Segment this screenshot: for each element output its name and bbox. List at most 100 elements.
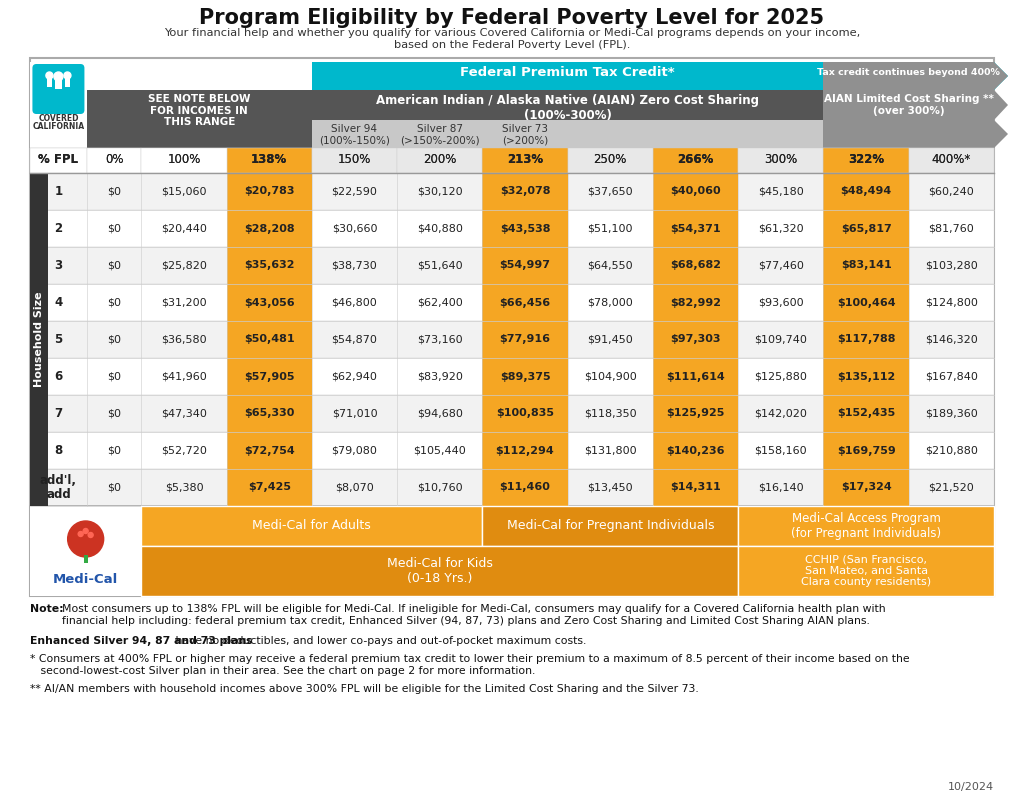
Text: 200%: 200% [423,153,457,166]
Text: 150%: 150% [338,153,371,166]
Bar [312,90,823,120]
Bar [823,148,908,173]
Text: $52,720: $52,720 [161,445,207,456]
Text: $25,820: $25,820 [161,261,207,270]
Bar [30,358,994,395]
Bar [30,395,994,432]
Text: 3: 3 [54,259,62,272]
Text: Federal Premium Tax Credit*: Federal Premium Tax Credit* [461,66,675,79]
Text: $72,754: $72,754 [244,445,295,456]
Bar [567,120,653,148]
Text: $117,788: $117,788 [837,334,895,345]
Text: $100,464: $100,464 [837,298,895,307]
Text: $28,208: $28,208 [244,224,295,233]
FancyBboxPatch shape [33,64,84,114]
Text: have no deductibles, and lower co-pays and out-of-pocket maximum costs.: have no deductibles, and lower co-pays a… [172,636,587,646]
Text: 213%: 213% [507,153,543,166]
Text: Medi-Cal for Kids
(0-18 Yrs.): Medi-Cal for Kids (0-18 Yrs.) [387,557,493,585]
Text: 400%*: 400%* [932,153,971,166]
Bar [30,247,994,284]
Bar [84,555,88,563]
Bar [141,506,482,545]
Text: $43,056: $43,056 [244,298,295,307]
Bar [738,148,823,173]
Text: $0: $0 [108,445,121,456]
Text: 100%: 100% [167,153,201,166]
Text: $64,550: $64,550 [588,261,633,270]
Bar [482,173,567,531]
Text: $31,200: $31,200 [161,298,207,307]
Text: $30,120: $30,120 [417,187,463,196]
Text: Medi-Cal for Pregnant Individuals: Medi-Cal for Pregnant Individuals [507,520,714,533]
Bar [30,148,87,173]
Text: $46,800: $46,800 [332,298,378,307]
Bar [226,148,312,173]
Text: ** AI/AN members with household incomes above 300% FPL will be eligible for the : ** AI/AN members with household incomes … [30,684,698,694]
Text: $142,020: $142,020 [755,408,807,419]
Text: $125,880: $125,880 [755,371,807,382]
Bar [653,148,738,173]
Text: $100,835: $100,835 [496,408,554,419]
Text: $77,460: $77,460 [758,261,804,270]
Text: Program Eligibility by Federal Poverty Level for 2025: Program Eligibility by Federal Poverty L… [200,8,824,28]
Bar [823,173,908,531]
Text: $167,840: $167,840 [925,371,978,382]
Text: $5,380: $5,380 [165,483,204,492]
Bar [30,432,994,469]
Text: 322%: 322% [848,153,884,166]
Bar [30,173,48,506]
Text: $71,010: $71,010 [332,408,377,419]
Bar [141,545,738,596]
Bar [65,78,71,87]
Text: SEE NOTE BELOW
FOR INCOMES IN
THIS RANGE: SEE NOTE BELOW FOR INCOMES IN THIS RANGE [148,94,251,128]
Text: American Indian / Alaska Native (AIAN) Zero Cost Sharing
(100%-300%): American Indian / Alaska Native (AIAN) Z… [376,94,759,122]
Text: 266%: 266% [677,153,714,166]
Text: $14,311: $14,311 [670,483,721,492]
Text: $93,600: $93,600 [758,298,804,307]
Text: CALIFORNIA: CALIFORNIA [33,122,85,131]
Text: $169,759: $169,759 [837,445,895,456]
Circle shape [54,72,62,81]
Polygon shape [994,120,1008,148]
Bar [30,506,994,596]
Bar [653,148,738,173]
Text: $131,800: $131,800 [584,445,637,456]
Text: $13,450: $13,450 [588,483,633,492]
Text: $189,360: $189,360 [925,408,978,419]
Bar [30,62,312,90]
Text: $51,640: $51,640 [417,261,463,270]
Text: $210,880: $210,880 [925,445,978,456]
Circle shape [46,72,53,79]
Bar [738,148,823,173]
Circle shape [63,72,71,79]
Text: add'l,
add: add'l, add [40,473,77,501]
Text: $79,080: $79,080 [332,445,378,456]
Text: $135,112: $135,112 [837,371,895,382]
Text: 0%: 0% [104,153,123,166]
Text: COVERED: COVERED [38,114,79,123]
Text: $0: $0 [108,187,121,196]
Text: $65,330: $65,330 [244,408,295,419]
Polygon shape [994,90,1008,120]
Text: Tax credit continues beyond 400%: Tax credit continues beyond 400% [817,68,1000,77]
Text: $61,320: $61,320 [758,224,804,233]
Text: $7,425: $7,425 [248,483,291,492]
Text: $82,992: $82,992 [670,298,721,307]
Bar [738,120,823,148]
Text: 1: 1 [54,185,62,198]
Text: $0: $0 [108,298,121,307]
Text: $35,632: $35,632 [244,261,295,270]
Bar [30,469,994,506]
Text: $37,650: $37,650 [588,187,633,196]
Text: Silver 94
(100%-150%): Silver 94 (100%-150%) [319,124,390,146]
Text: $41,960: $41,960 [161,371,207,382]
Text: % FPL: % FPL [39,153,79,166]
Bar [55,80,62,89]
Text: $0: $0 [108,224,121,233]
Bar [30,506,141,596]
Text: $81,760: $81,760 [929,224,974,233]
Text: $66,456: $66,456 [500,298,551,307]
Bar [397,120,482,148]
Text: $21,520: $21,520 [929,483,974,492]
Text: $118,350: $118,350 [584,408,637,419]
